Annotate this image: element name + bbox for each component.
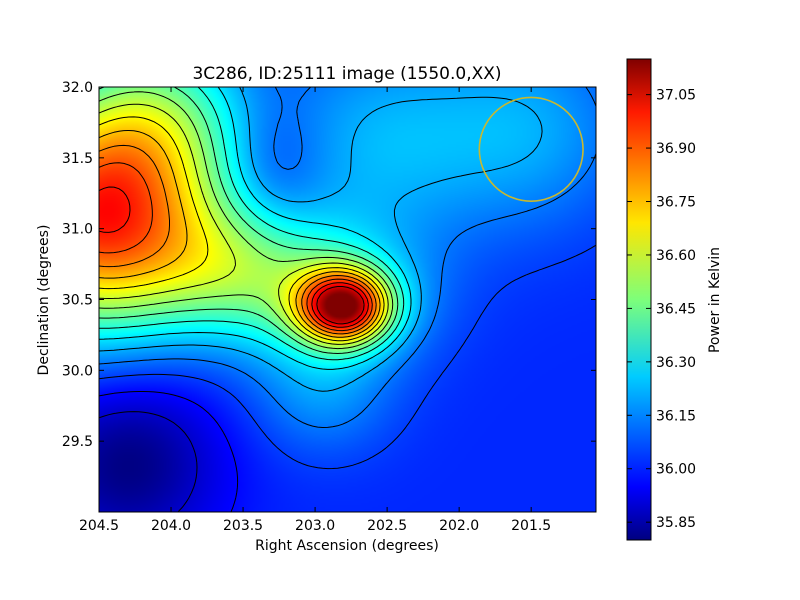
y-axis-ticks: 29.5 30.0 30.5 31.0 31.5 32.0 <box>62 80 596 450</box>
x-tick-label: 204.5 <box>79 518 119 534</box>
contour-lines <box>99 87 596 512</box>
chart-title: 3C286, ID:25111 image (1550.0,XX) <box>192 64 501 84</box>
beam-circle <box>478 96 584 202</box>
y-tick-label: 30.0 <box>62 363 93 379</box>
x-tick-label: 203.0 <box>295 518 335 534</box>
colorbar-tick-label: 35.85 <box>656 515 696 531</box>
x-tick-label: 202.5 <box>367 518 407 534</box>
colorbar-tick-label: 37.05 <box>656 88 696 104</box>
x-tick-label: 204.0 <box>151 518 191 534</box>
colorbar-label: Power in Kelvin <box>707 247 723 353</box>
contour-line <box>99 87 596 428</box>
y-axis-label: Declination (degrees) <box>36 225 52 376</box>
colorbar-tick-label: 36.75 <box>656 195 696 211</box>
colorbar-tick-label: 36.45 <box>656 301 696 317</box>
x-tick-label: 202.0 <box>439 518 479 534</box>
colorbar-tick-label: 36.00 <box>656 462 696 478</box>
contour-line <box>99 91 394 350</box>
contour-line <box>99 116 385 342</box>
contour-line <box>316 286 365 325</box>
y-tick-label: 29.5 <box>62 434 93 450</box>
y-tick-label: 31.0 <box>62 222 93 238</box>
y-tick-label: 30.5 <box>62 293 93 309</box>
colorbar-tick-label: 36.15 <box>656 408 696 424</box>
colorbar-tick-label: 36.90 <box>656 141 696 157</box>
contour-line <box>99 186 369 328</box>
y-tick-label: 32.0 <box>62 80 93 96</box>
contour-line <box>99 244 596 470</box>
x-axis-label: Right Ascension (degrees) <box>255 538 439 554</box>
y-tick-label: 31.5 <box>62 151 93 167</box>
colorbar-tick-label: 36.30 <box>656 355 696 371</box>
contour-line <box>99 391 239 512</box>
contour-line <box>99 144 377 335</box>
heatmap-image <box>99 87 596 512</box>
x-tick-label: 203.5 <box>223 518 263 534</box>
x-tick-label: 201.5 <box>511 518 551 534</box>
colorbar <box>626 58 652 541</box>
contour-line <box>99 87 399 354</box>
contour-line <box>99 162 373 332</box>
colorbar-ticks: 35.85 36.00 36.15 36.30 36.45 36.60 36.75 36.90… <box>627 88 696 531</box>
colorbar-tick-label: 36.60 <box>656 248 696 264</box>
contour-line <box>99 411 198 512</box>
x-axis-ticks: 204.5 204.0 203.5 203.0 202.5 202.0 201.5 <box>79 87 551 534</box>
contour-line <box>99 87 543 392</box>
contour-line <box>99 130 381 338</box>
contour-line <box>99 103 389 345</box>
